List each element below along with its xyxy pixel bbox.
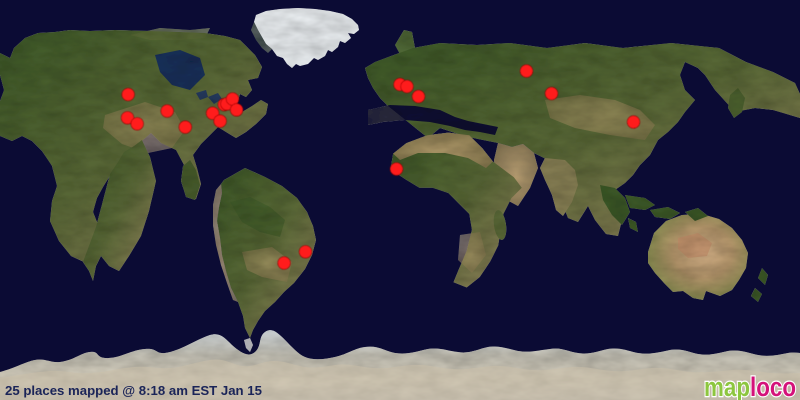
svg-text:25 places mapped @ 8:18 am EST: 25 places mapped @ 8:18 am EST Jan 15 bbox=[5, 383, 262, 398]
svg-text:maploco: maploco bbox=[704, 372, 796, 400]
